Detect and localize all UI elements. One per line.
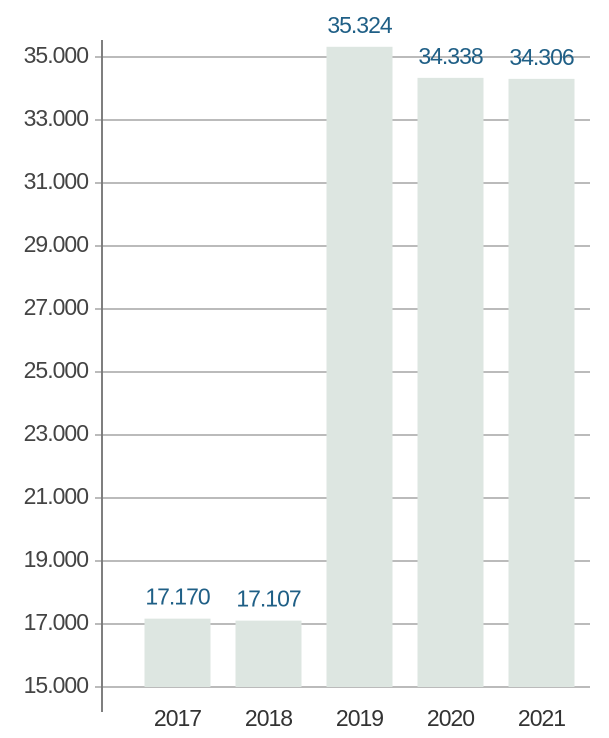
x-tick-label: 2017 xyxy=(154,705,201,731)
y-tick-label: 25.000 xyxy=(24,357,89,383)
value-label: 34.338 xyxy=(418,43,483,69)
y-tick-label: 15.000 xyxy=(24,672,89,698)
bar xyxy=(326,46,393,687)
value-label: 35.324 xyxy=(327,12,393,38)
y-tick-label: 31.000 xyxy=(24,168,89,194)
y-tick-label: 33.000 xyxy=(24,105,89,131)
x-tick-label: 2020 xyxy=(427,705,474,731)
x-tick-label: 2021 xyxy=(518,705,565,731)
y-tick-label: 35.000 xyxy=(24,42,89,68)
bar xyxy=(417,77,484,687)
y-tick-label: 23.000 xyxy=(24,420,89,446)
y-tick-label: 21.000 xyxy=(24,483,89,509)
y-tick-label: 19.000 xyxy=(24,546,89,572)
value-label: 34.306 xyxy=(509,44,574,70)
bar xyxy=(144,618,211,687)
y-tick-label: 27.000 xyxy=(24,294,89,320)
bar xyxy=(508,78,575,687)
bar xyxy=(235,620,302,687)
value-label: 17.170 xyxy=(145,584,210,610)
y-tick-label: 29.000 xyxy=(24,231,89,257)
value-label: 17.107 xyxy=(236,586,301,612)
y-tick-label: 17.000 xyxy=(24,609,89,635)
x-tick-label: 2018 xyxy=(245,705,292,731)
x-tick-label: 2019 xyxy=(336,705,383,731)
